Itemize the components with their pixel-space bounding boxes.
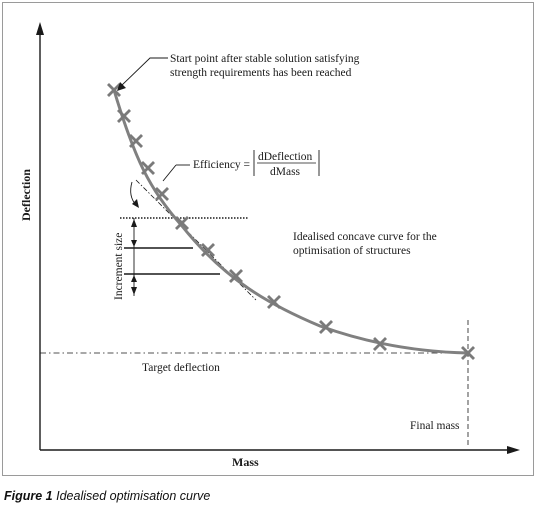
x-axis-label: Mass bbox=[232, 455, 259, 469]
curve-markers bbox=[107, 83, 475, 360]
curve-marker-icon bbox=[201, 243, 215, 257]
curve-marker-icon bbox=[267, 295, 281, 309]
curve-marker-icon bbox=[107, 83, 121, 97]
curve-marker-icon bbox=[175, 216, 189, 230]
x-axis-arrow-icon bbox=[507, 446, 520, 454]
final-mass-label: Final mass bbox=[410, 420, 460, 432]
start-point-label-line2: strength requirements has been reached bbox=[170, 67, 352, 79]
curve-marker-icon bbox=[117, 109, 131, 123]
curve-marker-icon bbox=[461, 346, 475, 360]
efficiency-denominator: dMass bbox=[270, 166, 301, 178]
curve-marker-icon bbox=[155, 187, 169, 201]
start-point-arrow-icon bbox=[117, 82, 126, 91]
increment-arrow-mid1-icon bbox=[131, 240, 137, 247]
optimisation-diagram: Start point after stable solution satisf… bbox=[19, 22, 520, 469]
efficiency-label: Efficiency = bbox=[193, 159, 250, 171]
figure-caption: Figure 1 Idealised optimisation curve bbox=[4, 489, 210, 503]
y-axis-arrow-icon bbox=[36, 22, 44, 35]
figure-title: Idealised optimisation curve bbox=[56, 489, 211, 503]
increment-lines bbox=[120, 217, 248, 275]
curve-marker-icon bbox=[373, 337, 387, 351]
axes bbox=[36, 22, 520, 454]
increment-arrow-mid2-icon bbox=[131, 275, 137, 282]
increment-size-label: Increment size bbox=[113, 233, 125, 300]
efficiency-curved-arrow-head-icon bbox=[132, 199, 139, 208]
increment-dimension bbox=[131, 218, 137, 296]
curve-marker-icon bbox=[129, 134, 143, 148]
curve-marker-icon bbox=[319, 320, 333, 334]
efficiency-leader-diag bbox=[162, 164, 177, 182]
y-axis-label: Deflection bbox=[19, 169, 33, 221]
increment-arrow-up-icon bbox=[131, 219, 137, 227]
curve-marker-icon bbox=[229, 269, 243, 283]
figure-frame bbox=[2, 2, 534, 476]
curve-marker-icon bbox=[141, 161, 155, 175]
optimisation-curve bbox=[112, 89, 469, 355]
curve-description-line1: Idealised concave curve for the bbox=[293, 231, 437, 243]
efficiency-numerator: dDeflection bbox=[258, 151, 313, 163]
increment-arrow-down-icon bbox=[131, 287, 137, 295]
curve-description-line2: optimisation of structures bbox=[293, 245, 411, 257]
target-deflection-label: Target deflection bbox=[142, 362, 220, 374]
start-point-label-line1: Start point after stable solution satisf… bbox=[170, 53, 360, 65]
start-point-leader bbox=[120, 57, 168, 87]
figure-number: Figure 1 bbox=[4, 489, 53, 503]
